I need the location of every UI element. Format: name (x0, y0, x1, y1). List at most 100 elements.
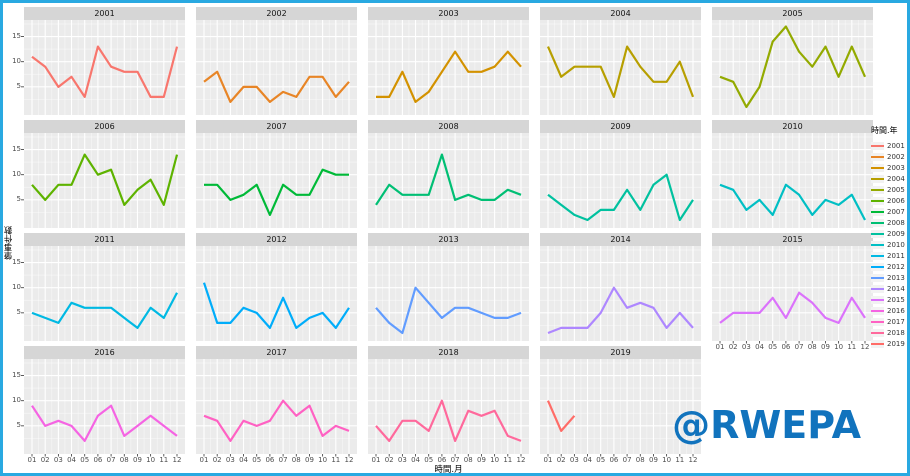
x-tick-label: 01 (543, 456, 553, 464)
x-tick-label: 07 (622, 456, 632, 464)
legend-item-label: 2015 (887, 295, 905, 304)
x-tick-label: 02 (556, 456, 566, 464)
x-tick-label: 01 (715, 343, 725, 351)
x-tick-label: 02 (728, 343, 738, 351)
x-tick-label: 11 (675, 456, 685, 464)
facet-strip-label: 2018 (368, 346, 529, 359)
legend-item-label: 2009 (887, 229, 905, 238)
legend-item-label: 2016 (887, 306, 905, 315)
facet-2014: 2014 (540, 233, 701, 341)
legend-item-2004: 2004 (871, 173, 906, 184)
facet-panel: 01 02 03 04 05 06 07 08 09 10 11 12 (540, 359, 701, 464)
legend-key-swatch (871, 339, 884, 348)
x-tick-label: 12 (172, 456, 182, 464)
legend-key-swatch (871, 251, 884, 260)
x-tick-label: 03 (225, 456, 235, 464)
legend-key-swatch (871, 229, 884, 238)
x-tick-label: 03 (741, 343, 751, 351)
x-tick-label: 07 (106, 456, 116, 464)
x-tick-label: 09 (820, 343, 830, 351)
x-tick-label: 05 (80, 456, 90, 464)
x-tick-label: 10 (318, 456, 328, 464)
legend-item-label: 2005 (887, 185, 905, 194)
y-tick-label: 15 (12, 371, 21, 380)
x-tick-label: 11 (331, 456, 341, 464)
legend-key-swatch (871, 306, 884, 315)
x-tick-label: 02 (384, 456, 394, 464)
x-tick-label: 03 (53, 456, 63, 464)
legend-key-swatch (871, 317, 884, 326)
facet-strip-label: 2009 (540, 120, 701, 133)
x-tick-label: 05 (596, 456, 606, 464)
line-2010 (719, 183, 866, 221)
x-tick-label: 02 (212, 456, 222, 464)
facet-2008: 2008 (368, 120, 529, 228)
line-2007 (204, 168, 349, 217)
facet-panel (196, 20, 357, 115)
x-tick-label: 01 (27, 456, 37, 464)
legend-item-label: 2014 (887, 284, 905, 293)
legend-item-2006: 2006 (871, 195, 906, 206)
y-tick-label: 10 (12, 57, 21, 66)
legend-key-swatch (871, 284, 884, 293)
legend-item-2019: 2019 (871, 338, 906, 349)
facet-strip-label: 2012 (196, 233, 357, 246)
y-tick-label: 5 (16, 421, 21, 430)
legend-item-2012: 2012 (871, 261, 906, 272)
facet-2009: 2009 (540, 120, 701, 228)
line-2017 (203, 399, 350, 443)
facet-panel (712, 20, 873, 115)
legend-item-2014: 2014 (871, 283, 906, 294)
facet-strip-label: 2006 (24, 120, 185, 133)
facet-2018: 2018 01 02 03 04 05 06 07 08 09 10 11 12 (368, 346, 529, 464)
legend-item-2009: 2009 (871, 228, 906, 239)
legend-key-swatch (871, 174, 884, 183)
line-2003 (376, 50, 522, 104)
x-tick-label: 10 (146, 456, 156, 464)
legend-item-label: 2003 (887, 163, 905, 172)
legend-key-swatch (871, 273, 884, 282)
legend-items: 2001 2002 2003 2004 2005 2006 2007 2008 … (871, 140, 906, 349)
y-tick-label: 10 (12, 396, 21, 405)
facet-2005: 2005 (712, 7, 873, 115)
x-tick-label: 12 (860, 343, 870, 351)
y-tick-label: 10 (12, 170, 21, 179)
x-tick-label: 08 (291, 456, 301, 464)
line-2001 (31, 45, 179, 99)
x-tick-label: 01 (371, 456, 381, 464)
legend-key-swatch (871, 328, 884, 337)
line-2012 (202, 282, 350, 330)
x-tick-label: 05 (768, 343, 778, 351)
facet-panel: 15 10 5 (12, 246, 185, 341)
x-tick-label: 12 (688, 456, 698, 464)
facet-panel (368, 246, 529, 341)
line-2014 (547, 286, 694, 335)
legend-item-label: 2002 (887, 152, 905, 161)
line-2006 (31, 153, 179, 207)
facet-panel (540, 20, 701, 115)
line-2008 (375, 153, 522, 206)
x-axis-title: 時間.月 (434, 465, 463, 475)
faceted-line-chart: 肇事件數 2001 15 10 5 2002 2003 2004 2005 2006… (3, 3, 907, 473)
legend-item-label: 2013 (887, 273, 905, 282)
x-tick-label: 06 (437, 456, 447, 464)
y-tick-label: 15 (12, 32, 21, 41)
legend-item-2010: 2010 (871, 239, 906, 250)
x-tick-label: 08 (463, 456, 473, 464)
facet-strip-label: 2003 (368, 7, 529, 20)
facet-strip-label: 2010 (712, 120, 873, 133)
facet-2011: 2011 15 10 5 (12, 233, 185, 341)
facet-2007: 2007 (196, 120, 357, 228)
x-tick-label: 03 (569, 456, 579, 464)
x-tick-label: 11 (503, 456, 513, 464)
legend: 時間.年 2001 2002 2003 2004 2005 2006 2007 … (871, 125, 906, 349)
legend-item-label: 2001 (887, 141, 905, 150)
x-tick-label: 06 (93, 456, 103, 464)
facet-panel (540, 246, 701, 341)
x-tick-label: 10 (490, 456, 500, 464)
legend-key-swatch (871, 196, 884, 205)
facet-strip-label: 2016 (24, 346, 185, 359)
x-tick-label: 10 (662, 456, 672, 464)
x-tick-label: 04 (583, 456, 592, 464)
